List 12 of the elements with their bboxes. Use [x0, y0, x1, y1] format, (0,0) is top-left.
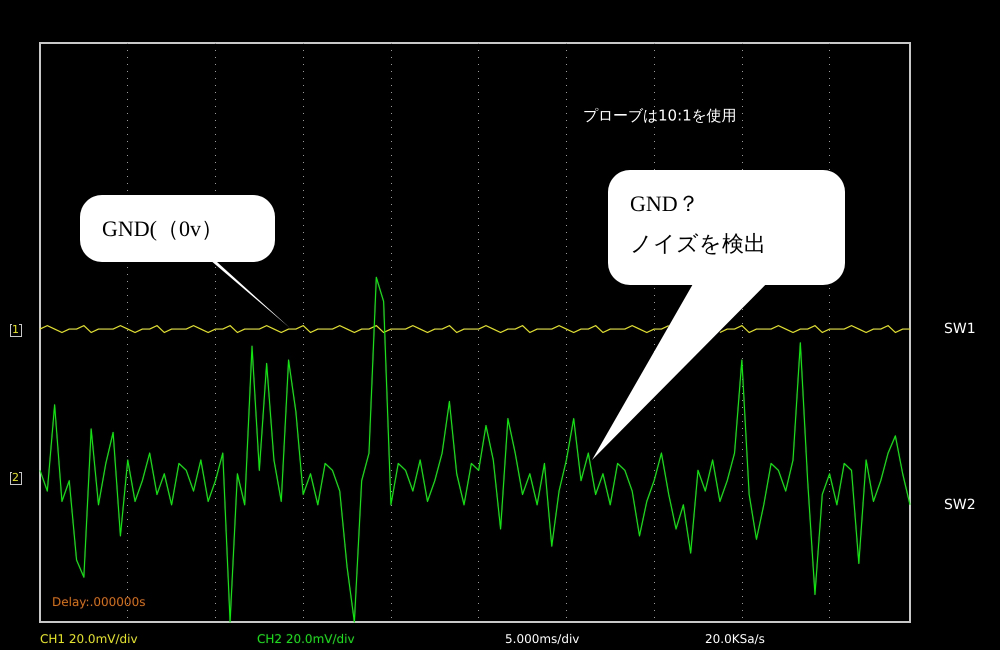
text: SW2 — [944, 496, 976, 513]
text: SW1 — [944, 321, 976, 338]
text: 20.0KSa/s — [705, 632, 765, 646]
text: 5.000ms/div — [505, 632, 580, 646]
annotation: Delay:.000000s — [52, 595, 146, 609]
text: CH2 20.0mV/div — [257, 632, 355, 646]
text: 1 — [12, 323, 19, 336]
speech-bubble: GND(（0v） — [80, 195, 290, 328]
speech-bubble: GND？ ノイズを検出 — [592, 170, 845, 460]
text: CH1 20.0mV/div — [40, 632, 138, 646]
text: 2 — [12, 471, 19, 484]
text: プローブは10:1を使用 — [583, 106, 737, 124]
